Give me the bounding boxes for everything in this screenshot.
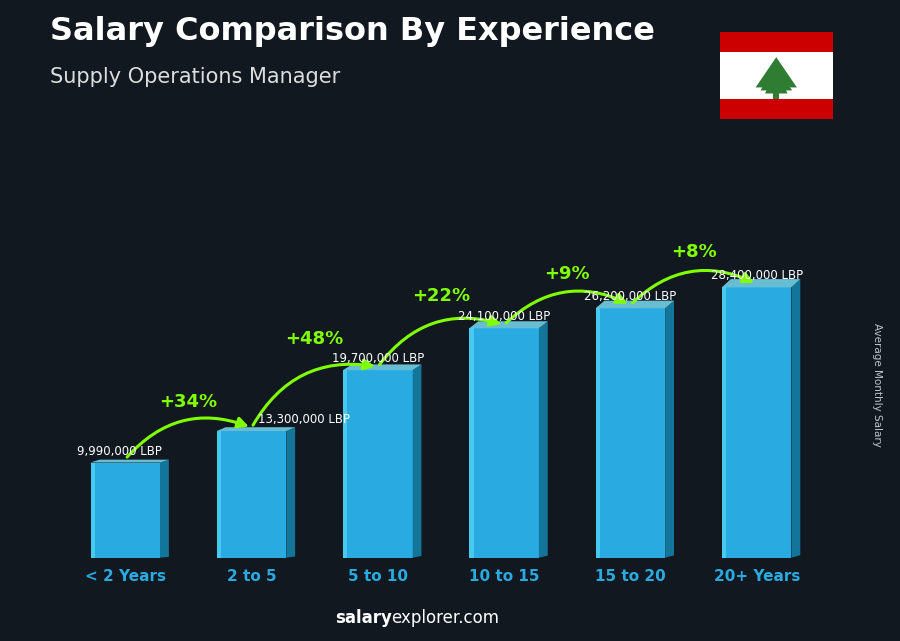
Polygon shape: [412, 365, 421, 558]
Text: +9%: +9%: [544, 265, 590, 283]
Polygon shape: [470, 321, 548, 328]
Text: 9,990,000 LBP: 9,990,000 LBP: [76, 444, 161, 458]
Polygon shape: [539, 321, 548, 558]
Text: +34%: +34%: [159, 393, 218, 411]
Bar: [720, 32, 832, 51]
Bar: [596, 308, 600, 558]
Text: Salary Comparison By Experience: Salary Comparison By Experience: [50, 16, 654, 47]
Text: 24,100,000 LBP: 24,100,000 LBP: [458, 310, 550, 323]
Polygon shape: [343, 365, 421, 370]
Text: 13,300,000 LBP: 13,300,000 LBP: [258, 413, 350, 426]
Polygon shape: [286, 427, 295, 558]
Polygon shape: [665, 301, 674, 558]
FancyBboxPatch shape: [470, 328, 539, 558]
FancyBboxPatch shape: [722, 287, 791, 558]
FancyBboxPatch shape: [91, 463, 160, 558]
Text: 19,700,000 LBP: 19,700,000 LBP: [332, 352, 424, 365]
Bar: [470, 328, 473, 558]
Bar: [773, 83, 779, 99]
Polygon shape: [596, 301, 674, 308]
FancyBboxPatch shape: [596, 308, 665, 558]
Polygon shape: [217, 427, 295, 431]
Text: Average Monthly Salary: Average Monthly Salary: [872, 322, 883, 447]
Polygon shape: [760, 63, 792, 90]
Text: explorer.com: explorer.com: [392, 609, 500, 627]
Bar: [91, 463, 94, 558]
Polygon shape: [160, 460, 169, 558]
Bar: [217, 431, 221, 558]
Bar: [722, 287, 726, 558]
Text: 26,200,000 LBP: 26,200,000 LBP: [584, 290, 677, 303]
FancyBboxPatch shape: [217, 431, 286, 558]
Text: 28,400,000 LBP: 28,400,000 LBP: [711, 269, 803, 282]
Text: +22%: +22%: [412, 287, 470, 305]
Bar: [343, 370, 347, 558]
Text: +48%: +48%: [285, 330, 344, 349]
Polygon shape: [791, 279, 800, 558]
Polygon shape: [722, 279, 800, 287]
Text: salary: salary: [335, 609, 392, 627]
Polygon shape: [91, 460, 169, 463]
Polygon shape: [756, 57, 796, 87]
Polygon shape: [765, 69, 788, 94]
Bar: [720, 99, 832, 119]
Text: Supply Operations Manager: Supply Operations Manager: [50, 67, 340, 87]
FancyBboxPatch shape: [343, 370, 412, 558]
Text: +8%: +8%: [670, 242, 716, 260]
